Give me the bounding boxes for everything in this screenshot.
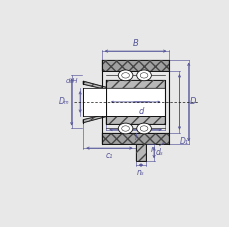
Text: dₛ: dₛ	[155, 148, 163, 157]
Text: D₁: D₁	[180, 137, 188, 146]
Polygon shape	[83, 114, 106, 123]
Bar	[106, 88, 164, 116]
Text: Dₘ: Dₘ	[58, 97, 69, 106]
Bar	[135, 144, 146, 161]
Ellipse shape	[118, 123, 132, 134]
Bar	[83, 88, 106, 116]
Text: c₁: c₁	[105, 151, 112, 160]
Bar	[135, 144, 146, 161]
Bar	[106, 116, 164, 124]
Bar	[106, 116, 164, 124]
Ellipse shape	[136, 123, 151, 134]
Text: D: D	[189, 97, 196, 106]
Ellipse shape	[118, 70, 132, 81]
Text: l: l	[134, 133, 136, 142]
Text: d: d	[139, 106, 144, 116]
Bar	[101, 133, 169, 144]
Bar	[101, 133, 169, 144]
Bar	[101, 59, 169, 71]
Polygon shape	[83, 81, 106, 90]
Text: B: B	[132, 39, 138, 48]
Bar	[106, 80, 164, 88]
Bar	[101, 59, 169, 71]
Bar	[106, 80, 164, 88]
Text: nₛ: nₛ	[136, 168, 144, 177]
Ellipse shape	[136, 70, 151, 81]
Text: r: r	[150, 143, 163, 154]
Text: d₁H: d₁H	[66, 78, 78, 84]
